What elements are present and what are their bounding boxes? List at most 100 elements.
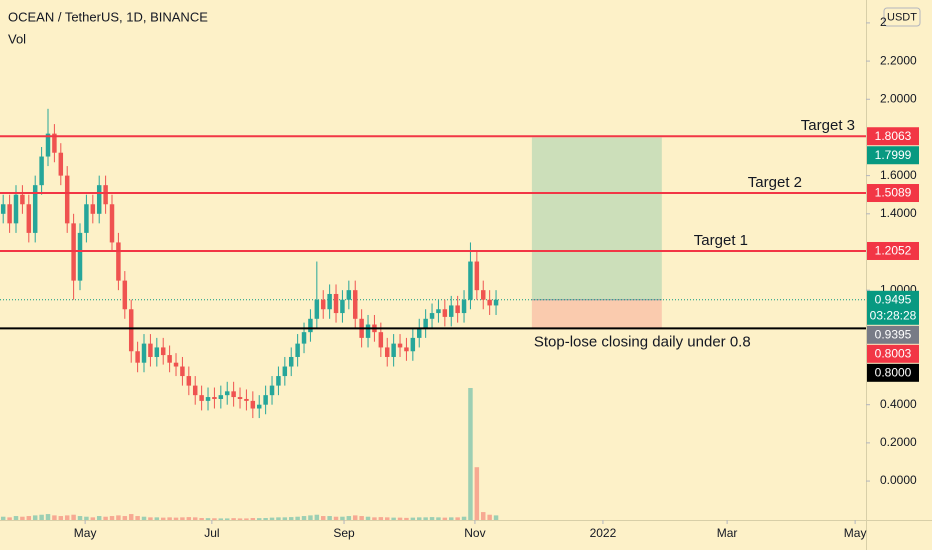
- volume-bar: [436, 517, 441, 520]
- candle-body: [109, 204, 115, 243]
- volume-bar: [461, 516, 467, 520]
- volume-bar: [45, 514, 51, 520]
- candle-body: [39, 156, 44, 186]
- candle-body: [340, 299, 345, 314]
- volume-bar: [154, 517, 160, 520]
- position-loss-zone: [531, 299, 662, 329]
- price-countdown: 03:28:28: [870, 308, 917, 322]
- volume-bar: [173, 517, 179, 520]
- volume-bar: [455, 517, 460, 520]
- volume-bar: [474, 467, 480, 520]
- candle-body: [276, 376, 281, 386]
- volume-bar: [160, 517, 166, 520]
- volume-bar: [13, 516, 19, 520]
- volume-bar: [359, 516, 364, 520]
- candle-body: [192, 385, 198, 396]
- candle-body: [0, 204, 6, 214]
- candle-body: [77, 232, 83, 281]
- volume-bar: [90, 517, 96, 520]
- candle-body: [250, 400, 256, 409]
- volume-bar: [39, 514, 44, 520]
- price-tag: [867, 127, 919, 146]
- level-annotation: Target 3: [801, 117, 855, 134]
- candle-body: [218, 395, 224, 399]
- candle-body: [429, 313, 435, 319]
- candle-body: [455, 305, 460, 314]
- volume-bar: [397, 517, 403, 520]
- volume-bar: [96, 516, 102, 520]
- volume-bar: [314, 514, 320, 520]
- price-tag-label: 0.8003: [875, 346, 912, 360]
- y-tick-label: 0.4000: [880, 397, 917, 411]
- volume-bar: [256, 518, 262, 520]
- candle-body: [397, 343, 403, 348]
- candle-body: [391, 343, 396, 357]
- volume-bar: [116, 515, 121, 520]
- volume-bar: [218, 518, 224, 520]
- volume-bar: [288, 517, 294, 520]
- candle-body: [135, 351, 140, 363]
- currency-badge[interactable]: [883, 7, 921, 27]
- candle-body: [320, 299, 326, 310]
- volume-bar: [493, 515, 499, 520]
- volume-bar: [32, 515, 38, 520]
- candle-body: [96, 185, 102, 214]
- candle-body: [378, 332, 384, 348]
- volume-bar: [7, 517, 12, 520]
- candle-body: [231, 391, 236, 398]
- volume-bar: [468, 388, 473, 520]
- price-tag-label: 1.5089: [875, 186, 912, 200]
- candle-body: [20, 194, 25, 205]
- candle-body: [474, 261, 480, 291]
- currency-label: USDT: [887, 11, 917, 23]
- candle-body: [90, 204, 96, 214]
- candle-body: [167, 355, 172, 363]
- volume-bar: [205, 518, 211, 520]
- volume-label: Vol: [8, 31, 26, 46]
- candle-body: [410, 337, 416, 352]
- candle-body: [256, 404, 262, 409]
- candle-body: [468, 261, 473, 300]
- candle-body: [7, 204, 12, 224]
- volume-bar: [199, 518, 204, 520]
- volume-bar: [77, 516, 83, 520]
- volume-bar: [237, 518, 243, 520]
- volume-bar: [487, 514, 492, 520]
- candle-body: [333, 293, 339, 314]
- candle-body: [461, 299, 467, 314]
- volume-bar: [372, 517, 377, 520]
- volume-bar: [340, 516, 345, 520]
- candle-body: [449, 305, 454, 317]
- y-tick-label: 1.4000: [880, 206, 917, 220]
- volume-bar: [449, 517, 454, 520]
- volume-bar: [103, 516, 108, 520]
- level-annotation: Target 2: [748, 174, 802, 191]
- volume-bar: [410, 517, 416, 520]
- volume-bar: [295, 516, 300, 520]
- volume-bar: [224, 518, 230, 520]
- candle-body: [148, 343, 153, 357]
- price-tag: [867, 241, 919, 260]
- candle-body: [13, 194, 19, 224]
- candle-body: [237, 397, 243, 399]
- candle-body: [308, 318, 313, 333]
- candle-body: [263, 395, 268, 405]
- volume-bar: [346, 516, 352, 520]
- price-tag: [867, 146, 919, 165]
- candle-body: [365, 324, 371, 338]
- candle-body: [45, 133, 51, 157]
- candle-body: [32, 185, 38, 233]
- volume-bar: [84, 516, 89, 520]
- volume-bar: [352, 515, 358, 520]
- volume-bar: [212, 518, 217, 520]
- candle-body: [186, 376, 192, 386]
- candle-body: [58, 152, 64, 176]
- volume-bar: [231, 518, 236, 520]
- candle-body: [160, 347, 166, 356]
- y-tick-label: 2: [880, 15, 887, 29]
- candle-body: [487, 299, 492, 306]
- price-tag: [867, 344, 919, 363]
- candle-body: [416, 328, 422, 338]
